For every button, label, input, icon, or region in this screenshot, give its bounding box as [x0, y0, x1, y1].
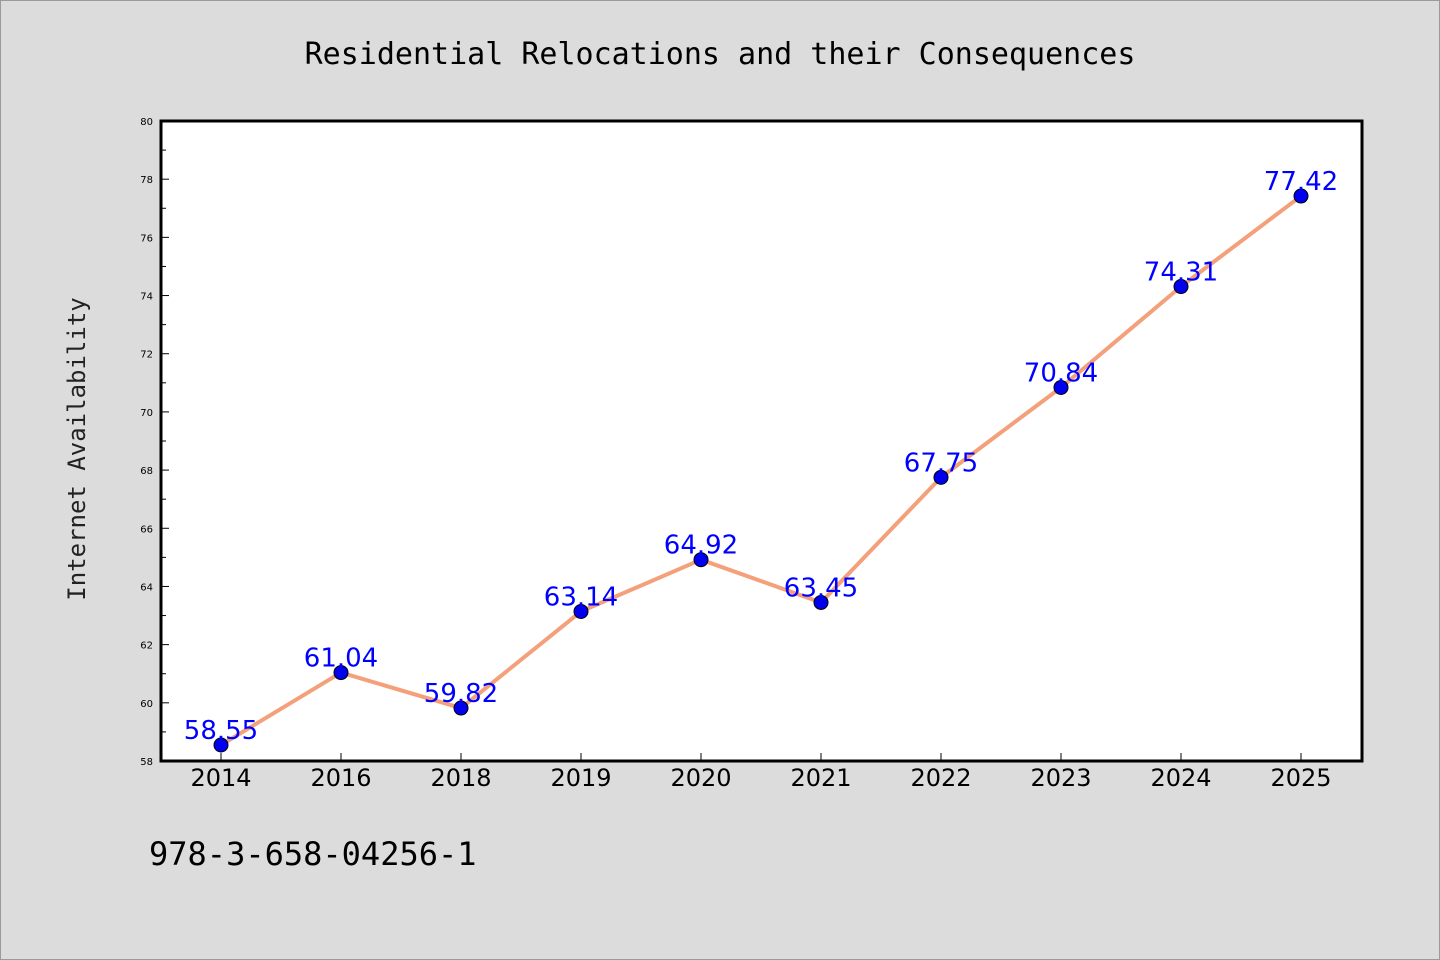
- y-tick-label: 62: [140, 641, 153, 652]
- data-labels: 58.55 61.04 59.82 63.14 64.92 63.45 67.75 70.84…: [184, 167, 1338, 746]
- data-label: 61.04: [304, 644, 378, 674]
- x-tick-label: 2018: [430, 764, 491, 792]
- series-line: [219, 194, 1303, 747]
- data-label: 63.45: [784, 573, 858, 603]
- data-label: 58.55: [184, 716, 258, 746]
- data-point: [1293, 188, 1309, 204]
- y-tick-label: 80: [140, 117, 153, 128]
- plot-area: [159, 119, 1364, 763]
- y-tick-label: 70: [140, 408, 153, 419]
- data-point: [933, 469, 949, 485]
- data-label: 70.84: [1024, 358, 1098, 388]
- y-tick-label: 74: [140, 292, 153, 303]
- x-tick-label: 2024: [1150, 764, 1211, 792]
- footer-isbn: 978-3-658-04256-1: [149, 835, 477, 873]
- y-tick-label: 76: [140, 233, 153, 244]
- x-tick-label: 2025: [1270, 764, 1331, 792]
- x-tick-label: 2016: [310, 764, 371, 792]
- data-label: 59.82: [424, 679, 498, 709]
- data-point: [1053, 379, 1069, 395]
- y-axis-label: Internet Availability: [63, 297, 91, 600]
- y-tick-label: 60: [140, 699, 153, 710]
- y-tick-label: 64: [140, 582, 153, 593]
- series-layer: [213, 188, 1309, 753]
- data-point: [1173, 279, 1189, 295]
- data-label: 77.42: [1264, 167, 1338, 197]
- data-point: [573, 603, 589, 619]
- data-label: 64.92: [664, 531, 738, 561]
- chart-title: Residential Relocations and their Conseq…: [305, 37, 1136, 72]
- y-tick-label: 72: [140, 350, 153, 361]
- x-tick-label: 2021: [790, 764, 851, 792]
- x-tick-label: 2022: [910, 764, 971, 792]
- data-point: [453, 700, 469, 716]
- y-axis: 58 60 62 64 66 68 70 72 74 76 78 80: [140, 117, 169, 768]
- y-tick-label: 78: [140, 175, 153, 186]
- data-point: [693, 552, 709, 568]
- x-tick-label: 2023: [1030, 764, 1091, 792]
- data-label: 63.14: [544, 582, 618, 612]
- data-label: 74.31: [1144, 258, 1218, 288]
- data-point: [813, 594, 829, 610]
- x-tick-label: 2014: [190, 764, 251, 792]
- y-tick-label: 68: [140, 466, 153, 477]
- x-tick-label: 2020: [670, 764, 731, 792]
- x-tick-label: 2019: [550, 764, 611, 792]
- y-tick-label: 58: [140, 757, 153, 768]
- data-point: [333, 665, 349, 681]
- data-label: 67.75: [904, 448, 978, 478]
- x-axis: 2014 2016 2018 2019 2020 2021 2022 2023 2024 2025: [190, 753, 1332, 792]
- y-tick-label: 66: [140, 524, 153, 535]
- data-point: [213, 737, 229, 753]
